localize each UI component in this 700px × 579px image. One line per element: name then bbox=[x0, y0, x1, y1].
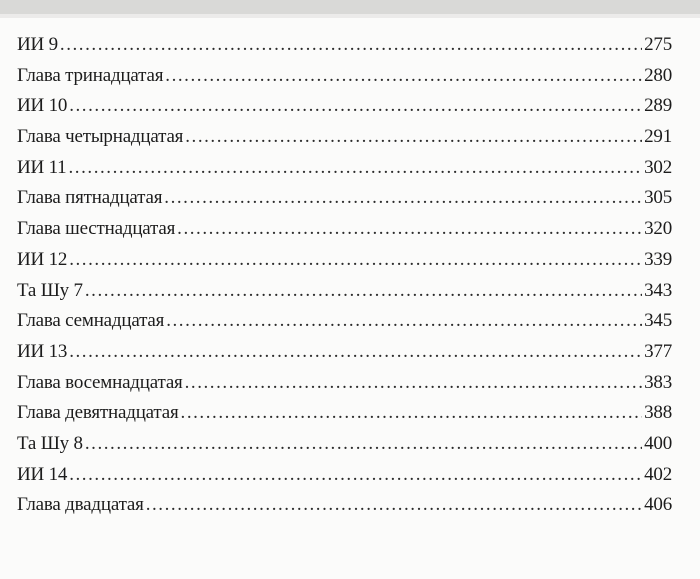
toc-entry: ИИ 11 302 bbox=[17, 157, 672, 188]
toc-entry-page: 320 bbox=[644, 218, 672, 240]
toc-entry-title: ИИ 14 bbox=[17, 463, 68, 485]
toc-entry-page: 406 bbox=[644, 494, 672, 516]
toc-leader-dots bbox=[60, 34, 642, 56]
toc-entry-page: 388 bbox=[644, 402, 672, 424]
toc-entry-page: 275 bbox=[644, 34, 672, 55]
toc-entry: Та Шу 8 400 bbox=[17, 433, 672, 464]
toc-entry: ИИ 13 377 bbox=[17, 341, 672, 372]
toc-entry-title: Глава четырнадцатая bbox=[17, 126, 184, 148]
toc-entry-title: Глава тринадцатая bbox=[17, 64, 164, 86]
toc-entry-title: Глава шестнадцатая bbox=[17, 218, 176, 240]
toc-entry-title: Глава восемнадцатая bbox=[17, 371, 183, 393]
toc-leader-dots bbox=[177, 218, 642, 240]
page-top-edge bbox=[0, 0, 700, 14]
toc-entry: ИИ 12 339 bbox=[17, 249, 672, 280]
toc-entry-title: ИИ 13 bbox=[17, 340, 68, 362]
toc-entry-page: 383 bbox=[644, 371, 672, 393]
toc-entry-title: ИИ 11 bbox=[17, 156, 67, 178]
toc-entry-page: 302 bbox=[644, 156, 672, 178]
toc-leader-dots bbox=[69, 464, 642, 486]
toc-entry-title: Глава девятнадцатая bbox=[17, 402, 179, 424]
toc-entry-page: 345 bbox=[644, 310, 672, 332]
toc-entry-page: 402 bbox=[644, 463, 672, 485]
toc-entry-page: 291 bbox=[644, 126, 672, 148]
toc-leader-dots bbox=[185, 126, 642, 148]
toc-entry-title: Глава двадцатая bbox=[17, 494, 144, 516]
toc-leader-dots bbox=[164, 187, 642, 209]
toc-entry: ИИ 10 289 bbox=[17, 95, 672, 126]
toc-leader-dots bbox=[146, 494, 642, 516]
toc-leader-dots bbox=[69, 249, 642, 271]
toc-entry-title: ИИ 9 bbox=[17, 34, 58, 55]
toc-entry-title: ИИ 12 bbox=[17, 248, 68, 270]
toc-leader-dots bbox=[181, 402, 643, 424]
toc-entry: Глава девятнадцатая 388 bbox=[17, 402, 672, 433]
toc-leader-dots bbox=[69, 95, 642, 117]
toc-entry-page: 289 bbox=[644, 95, 672, 117]
toc-leader-dots bbox=[165, 65, 642, 87]
toc-leader-dots bbox=[185, 372, 642, 394]
toc-entry: Глава тринадцатая 280 bbox=[17, 65, 672, 96]
toc-entry: ИИ 9 275 bbox=[17, 34, 672, 65]
toc-entry: ИИ 14 402 bbox=[17, 464, 672, 495]
toc-leader-dots bbox=[69, 341, 642, 363]
toc-leader-dots bbox=[69, 157, 643, 179]
toc-entry: Глава четырнадцатая 291 bbox=[17, 126, 672, 157]
toc-entry-page: 343 bbox=[644, 279, 672, 301]
toc-entry-title: Глава пятнадцатая bbox=[17, 187, 163, 209]
toc-entry-title: Та Шу 7 bbox=[17, 279, 83, 301]
toc-entry-page: 377 bbox=[644, 340, 672, 362]
toc-entry-title: Та Шу 8 bbox=[17, 432, 83, 454]
toc-entry-title: ИИ 10 bbox=[17, 95, 68, 117]
toc-entry-title: Глава семнадцатая bbox=[17, 310, 165, 332]
toc-leader-dots bbox=[85, 280, 642, 302]
toc-entry: Глава пятнадцатая 305 bbox=[17, 187, 672, 218]
toc-entry-page: 339 bbox=[644, 248, 672, 270]
toc-entry-page: 305 bbox=[644, 187, 672, 209]
toc-entry: Та Шу 7 343 bbox=[17, 280, 672, 311]
toc-entry: Глава двадцатая 406 bbox=[17, 494, 672, 525]
toc-entry: Глава шестнадцатая 320 bbox=[17, 218, 672, 249]
toc-entry-page: 280 bbox=[644, 64, 672, 86]
table-of-contents: ИИ 9275Глава тринадцатая280ИИ 10289Глава… bbox=[17, 34, 672, 525]
toc-leader-dots bbox=[166, 310, 642, 332]
toc-leader-dots bbox=[85, 433, 642, 455]
toc-entry: Глава восемнадцатая 383 bbox=[17, 372, 672, 403]
page-top-shadow bbox=[0, 14, 700, 18]
toc-entry-page: 400 bbox=[644, 432, 672, 454]
toc-entry: Глава семнадцатая 345 bbox=[17, 310, 672, 341]
